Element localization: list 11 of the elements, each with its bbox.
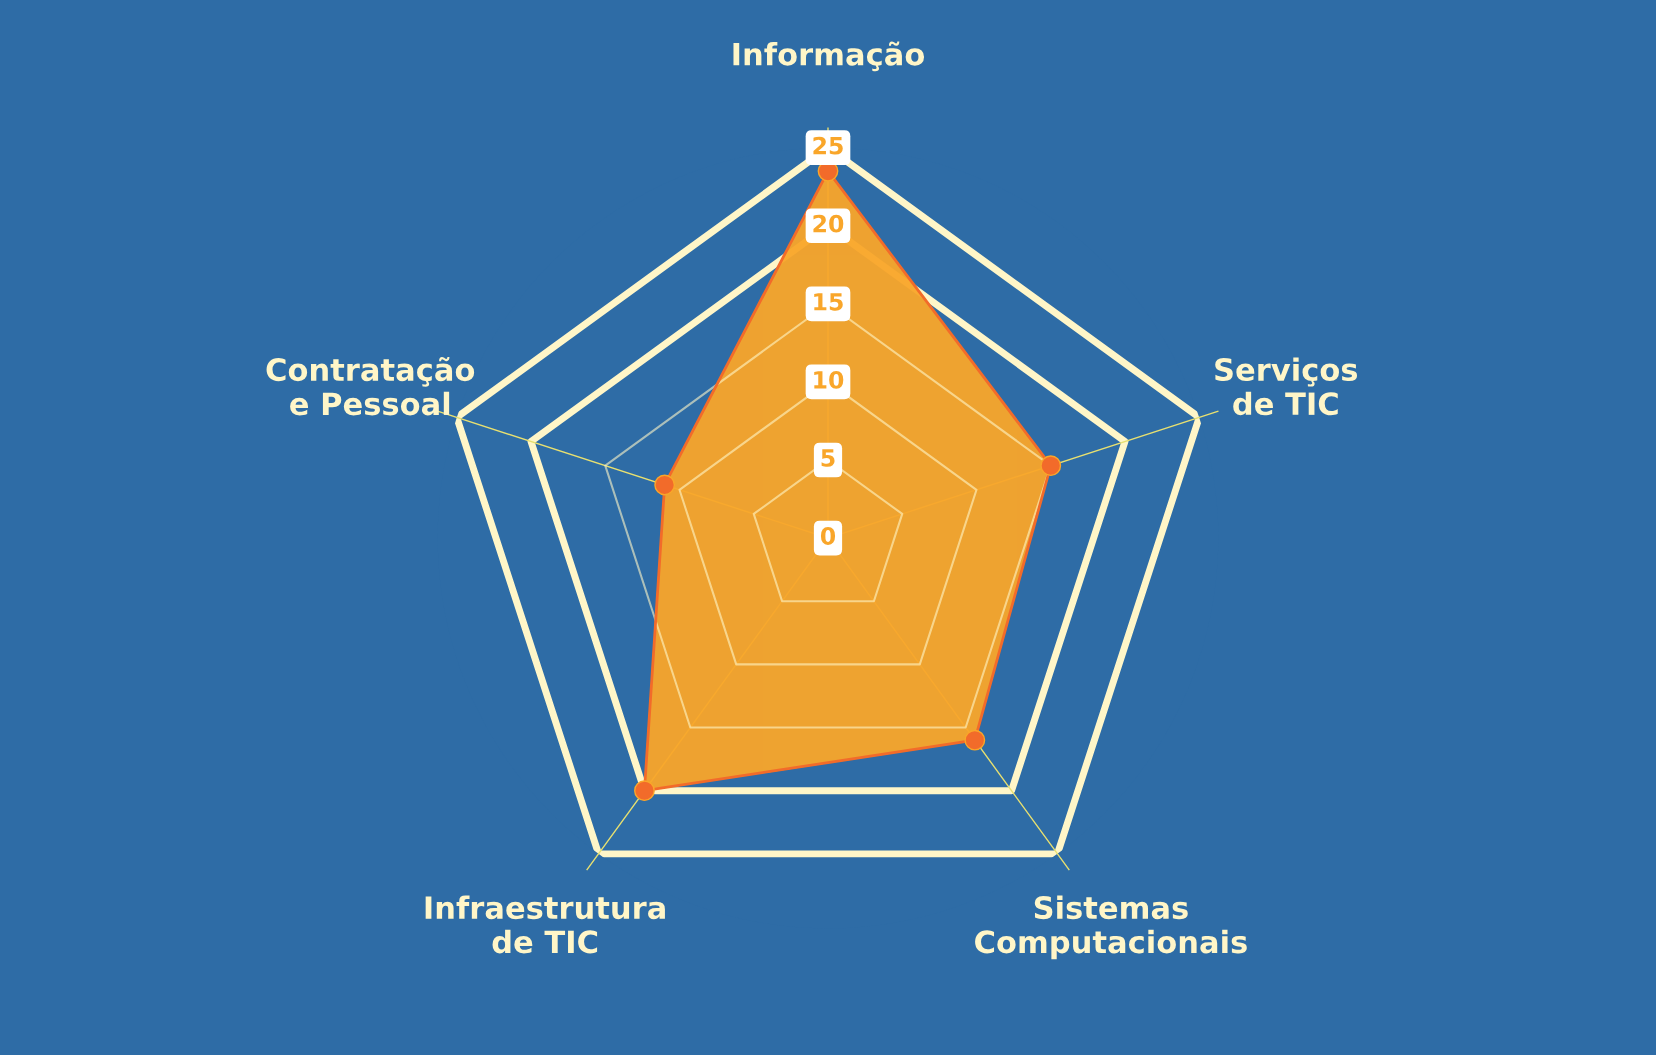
y-tick-label: 5 xyxy=(821,449,835,467)
y-tick-label: 20 xyxy=(813,214,844,233)
spoke-label: Infraestrutura de TIC xyxy=(425,895,665,954)
y-tick-label: 15 xyxy=(814,293,843,311)
y-tick-label: 0 xyxy=(820,527,836,545)
y-tick-label: 25 xyxy=(813,136,843,155)
spoke-label: Informação xyxy=(733,41,925,72)
spoke-label: Contratação e Pessoal xyxy=(266,356,475,416)
spoke-label: Serviços de TIC xyxy=(1215,357,1358,416)
y-tick-label: 10 xyxy=(814,370,844,389)
spoke-label: Sistemas Computacionais xyxy=(975,895,1247,960)
